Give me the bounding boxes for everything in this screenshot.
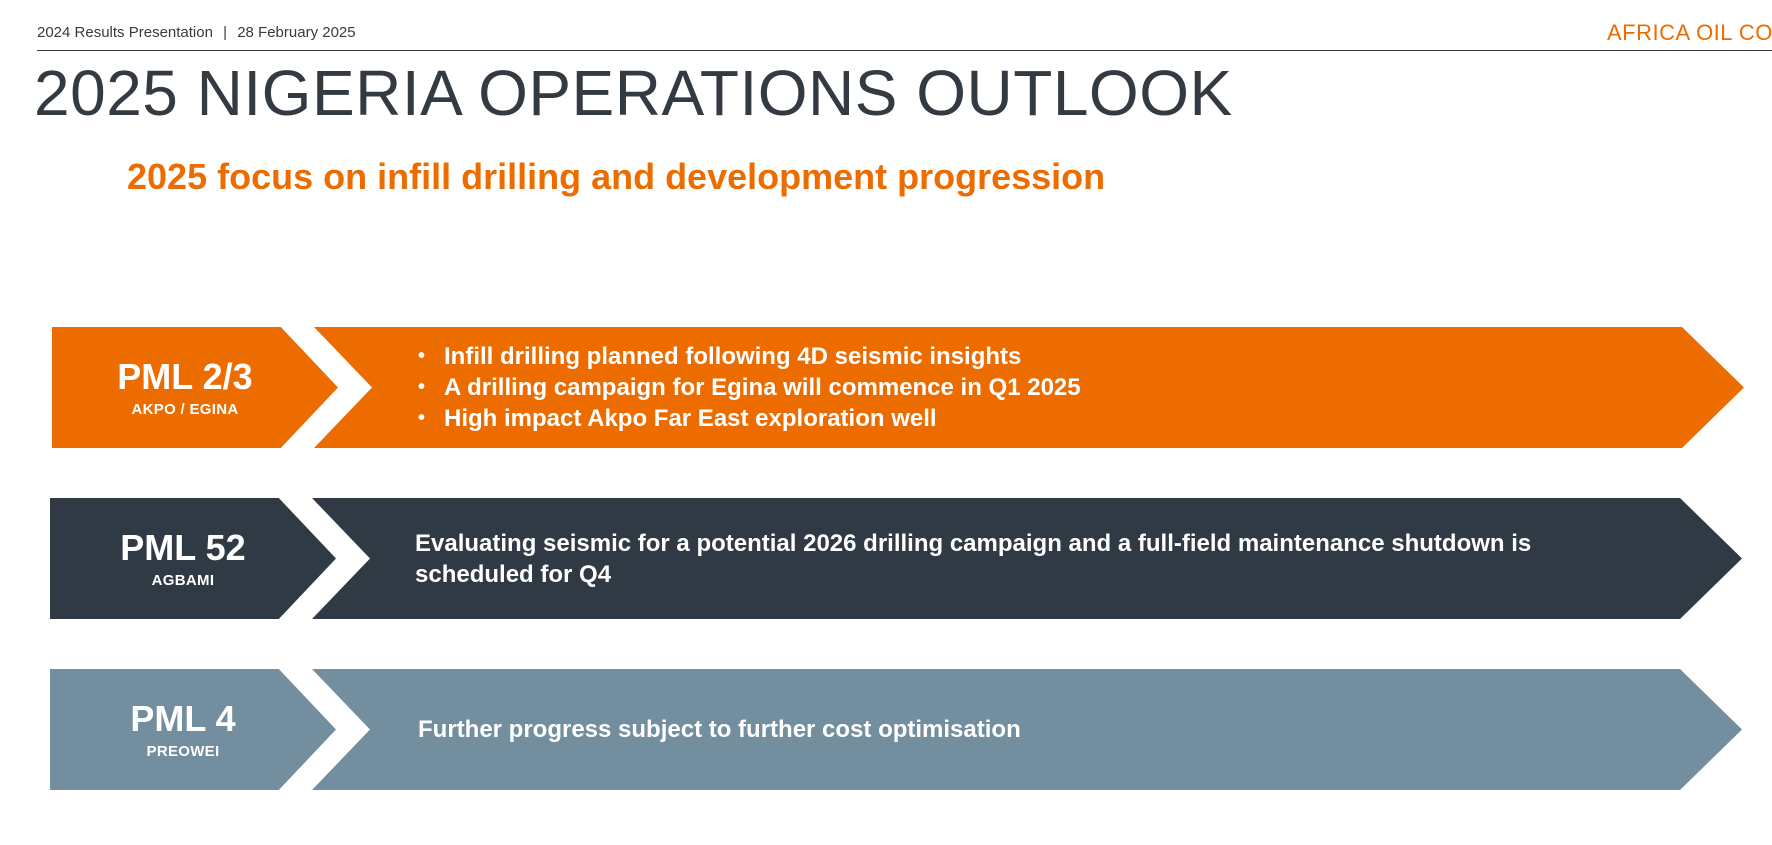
license-name: PML 4	[130, 698, 236, 739]
header-separator: |	[223, 24, 228, 41]
header-meta: 2024 Results Presentation | 28 February …	[37, 24, 356, 41]
outlook-band: Evaluating seismic for a potential 2026 …	[312, 498, 1742, 619]
license-tag: PML 4 PREOWEI	[50, 669, 336, 790]
outlook-bullet: A drilling campaign for Egina will comme…	[418, 372, 1744, 403]
license-name: PML 2/3	[117, 356, 253, 397]
license-name: PML 52	[120, 527, 246, 568]
outlook-text: Further progress subject to further cost…	[418, 716, 1021, 743]
license-tag: PML 52 AGBAMI	[50, 498, 336, 619]
presentation-name: 2024 Results Presentation	[37, 24, 213, 41]
license-tag: PML 2/3 AKPO / EGINA	[52, 327, 338, 448]
outlook-band: Further progress subject to further cost…	[312, 669, 1742, 790]
header-divider	[37, 50, 1772, 51]
outlook-text: Evaluating seismic for a potential 2026 …	[415, 529, 1532, 588]
page-title: 2025 NIGERIA OPERATIONS OUTLOOK	[34, 57, 1233, 129]
license-row-pml-4: PML 4 PREOWEI Further progress subject t…	[0, 669, 1772, 791]
license-row-pml-52: PML 52 AGBAMI Evaluating seismic for a p…	[0, 498, 1772, 620]
license-row-pml-2-3: PML 2/3 AKPO / EGINA Infill drilling pla…	[0, 327, 1772, 449]
field-name: AKPO / EGINA	[131, 401, 239, 418]
presentation-date: 28 February 2025	[237, 24, 356, 41]
outlook-bullet: Infill drilling planned following 4D sei…	[418, 341, 1744, 372]
company-name: AFRICA OIL CORP	[1607, 20, 1772, 45]
field-name: AGBAMI	[151, 572, 215, 589]
outlook-bullet: High impact Akpo Far East exploration we…	[418, 403, 1744, 434]
outlook-bullet-list: Infill drilling planned following 4D sei…	[314, 341, 1744, 434]
field-name: PREOWEI	[146, 743, 220, 760]
page-subtitle: 2025 focus on infill drilling and develo…	[127, 156, 1106, 197]
outlook-band: Infill drilling planned following 4D sei…	[314, 327, 1744, 448]
